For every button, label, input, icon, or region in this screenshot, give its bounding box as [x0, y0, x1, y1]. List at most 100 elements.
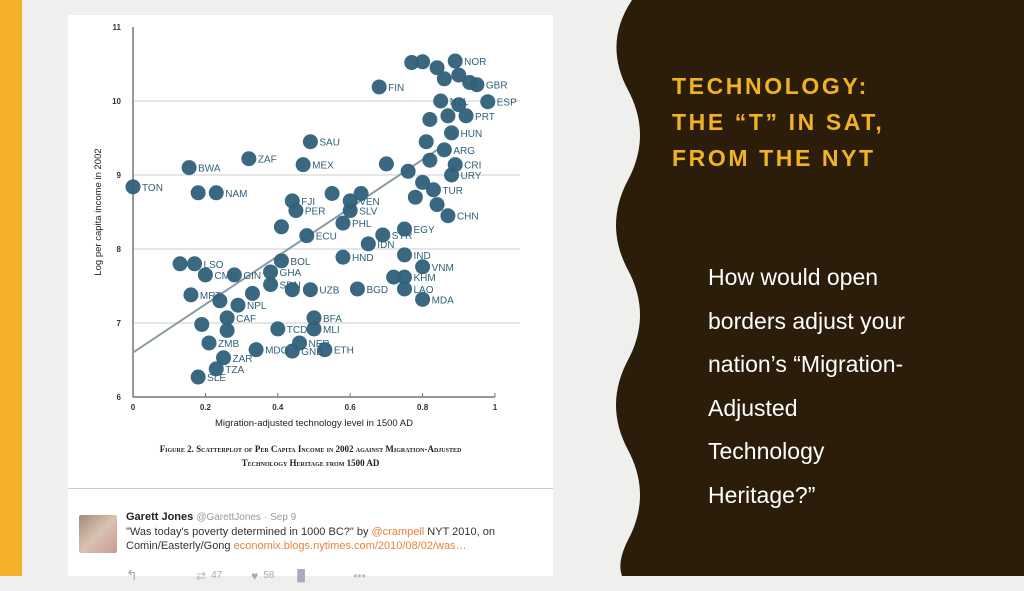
point-label: TUR	[442, 186, 463, 197]
point-label: CRI	[464, 161, 481, 172]
data-point	[444, 125, 460, 141]
data-point	[436, 71, 452, 87]
dark-panel	[616, 0, 1024, 576]
point-label: EGY	[414, 225, 435, 236]
data-point	[230, 297, 246, 313]
point-label: CHN	[457, 212, 479, 223]
data-point	[429, 60, 445, 76]
data-point	[415, 174, 431, 190]
data-point	[288, 203, 304, 219]
tweet-time[interactable]: · Sep 9	[264, 512, 297, 523]
data-point	[458, 108, 474, 124]
data-point	[273, 219, 289, 235]
trend-line	[132, 146, 442, 354]
data-point	[208, 185, 224, 201]
data-point	[302, 134, 318, 150]
data-point	[415, 259, 431, 275]
point-label: HUN	[461, 129, 483, 140]
data-point	[244, 285, 260, 301]
figure-image: 6 7 8 9 10 11 0 0.2 0.4 0.6 0.8 1 Migration-adjusted…	[68, 15, 553, 583]
point-label: MLI	[323, 325, 340, 336]
mention-link[interactable]: @crampell	[371, 526, 425, 538]
body-line: nation’s “Migration-	[708, 351, 904, 377]
point-label: MDG	[265, 346, 289, 357]
tweet-handle[interactable]: @GarettJones	[196, 512, 261, 523]
title-line: THE “T” IN SAT,	[672, 109, 885, 135]
data-point	[415, 54, 431, 70]
x-tick-label: 1	[493, 403, 498, 412]
data-point	[248, 342, 264, 358]
y-tick-label: 11	[113, 23, 122, 32]
data-point	[397, 269, 412, 285]
data-point	[444, 167, 460, 183]
point-label: CAF	[236, 314, 256, 325]
accent-stripe	[0, 0, 22, 576]
data-point	[360, 236, 376, 252]
data-point	[451, 97, 467, 113]
data-point	[241, 151, 257, 167]
data-point	[284, 343, 300, 359]
x-tick-label: 0.6	[345, 403, 357, 412]
caption-line-1: Figure 2. Scatterplot of Per Capita Inco…	[159, 444, 462, 454]
title-line: FROM THE NYT	[672, 145, 876, 171]
point-label: BGD	[366, 285, 388, 296]
y-tick-label: 6	[117, 393, 122, 402]
data-point	[440, 108, 456, 124]
data-point	[342, 203, 358, 219]
x-axis-label: Migration-adjusted technology level in 1…	[215, 418, 413, 429]
point-label: BFA	[323, 314, 342, 325]
y-tick-label: 7	[117, 319, 122, 328]
point-label: ARG	[453, 146, 475, 157]
body-line: Adjusted	[708, 394, 798, 421]
point-label: MRT	[200, 291, 221, 302]
point-label: ZMB	[218, 339, 239, 350]
data-point	[436, 142, 452, 158]
body-line: borders adjust your	[708, 307, 905, 334]
figure-caption: Figure 2. Scatterplot of Per Capita Inco…	[68, 442, 553, 470]
tweet-text-part: NYT 2010, on Comin/Easterly/Gong	[126, 526, 495, 552]
data-point	[295, 157, 311, 173]
data-point	[190, 369, 206, 385]
tweet-header: Garett Jones @GarettJones · Sep 9	[126, 511, 296, 523]
data-point	[404, 55, 420, 71]
data-point	[183, 287, 199, 303]
reply-icon[interactable]: ↰	[126, 567, 138, 583]
url-link[interactable]: economix.blogs.nytimes.com/2010/08/02/wa…	[233, 540, 467, 552]
data-point	[302, 282, 318, 298]
point-label: IDN	[377, 240, 394, 251]
point-label: SAU	[319, 138, 340, 149]
data-point	[263, 264, 279, 280]
divider	[68, 488, 553, 489]
scatter-chart: 6 7 8 9 10 11 0 0.2 0.4 0.6 0.8 1 Migration-adjusted…	[93, 23, 520, 429]
data-point	[422, 152, 438, 168]
data-point	[462, 75, 478, 90]
slide-body: How would open borders adjust your natio…	[708, 256, 1008, 517]
y-tick-label: 8	[117, 245, 122, 254]
data-point	[306, 310, 322, 326]
point-label: GHA	[280, 268, 302, 279]
point-label: HND	[352, 253, 374, 264]
tweet-author[interactable]: Garett Jones	[126, 511, 194, 523]
point-label: MEX	[312, 161, 334, 172]
data-point	[197, 267, 213, 283]
point-label: TZA	[225, 365, 244, 376]
data-point	[181, 160, 197, 176]
body-line: Technology	[708, 438, 825, 464]
point-label: ECU	[316, 232, 337, 243]
point-label: GIN	[243, 271, 261, 282]
point-label: ESP	[497, 98, 517, 109]
data-point	[433, 93, 449, 109]
data-point	[219, 322, 235, 338]
data-point	[440, 208, 456, 224]
data-point	[415, 291, 431, 307]
avatar[interactable]	[79, 515, 117, 553]
data-point	[451, 67, 467, 83]
data-point	[397, 281, 412, 297]
data-point	[447, 53, 463, 69]
point-label: LSO	[204, 260, 224, 271]
point-label: NOR	[464, 57, 486, 68]
data-point	[270, 321, 286, 337]
point-label: PHL	[352, 219, 372, 230]
x-tick-label: 0	[131, 403, 136, 412]
data-point	[194, 316, 210, 332]
